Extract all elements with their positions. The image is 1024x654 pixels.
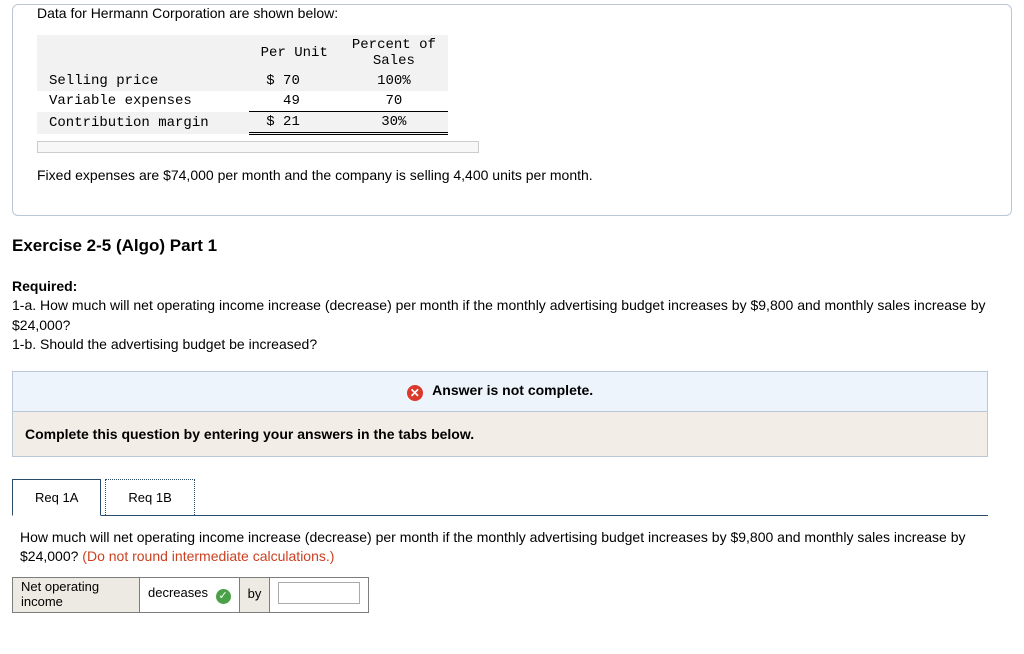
tab-req-1b[interactable]: Req 1B: [105, 479, 194, 515]
instruction-bar: Complete this question by entering your …: [12, 412, 988, 457]
required-text: 1-a. How much will net operating income …: [12, 296, 1012, 355]
answer-label: Net operating income: [13, 577, 140, 612]
answer-table: Net operating income decreases ✓ by: [12, 577, 369, 613]
error-icon: ✕: [407, 385, 423, 401]
answer-direction-cell: decreases ✓: [140, 577, 240, 612]
col-per-unit: Per Unit: [249, 35, 340, 71]
answer-by-label: by: [239, 577, 270, 612]
exercise-section: Exercise 2-5 (Algo) Part 1 Required: 1-a…: [0, 236, 1024, 613]
check-icon: ✓: [216, 589, 231, 604]
question-text: How much will net operating income incre…: [12, 516, 988, 577]
answer-status-text: Answer is not complete.: [432, 382, 593, 398]
table-row: Variable expenses 49 70: [37, 91, 448, 112]
table-row: Contribution margin $ 21 30%: [37, 112, 448, 134]
intro-text: Data for Hermann Corporation are shown b…: [37, 5, 987, 21]
fixed-expenses-text: Fixed expenses are $74,000 per month and…: [37, 167, 987, 183]
tab-req-1a[interactable]: Req 1A: [12, 479, 101, 516]
col-percent: Percent of Sales: [340, 35, 448, 71]
horizontal-scrollbar[interactable]: [37, 141, 479, 153]
required-heading: Required:: [12, 278, 1012, 294]
answer-status-bar: ✕ Answer is not complete.: [12, 371, 988, 412]
tab-bar: Req 1A Req 1B: [12, 479, 988, 516]
exercise-title: Exercise 2-5 (Algo) Part 1: [12, 236, 1012, 256]
answer-amount-input[interactable]: [278, 582, 360, 604]
answer-amount-cell: [270, 577, 369, 612]
table-row: Selling price $ 70 100%: [37, 71, 448, 91]
data-table: Per Unit Percent of Sales Selling price …: [37, 35, 448, 135]
problem-card: Data for Hermann Corporation are shown b…: [12, 4, 1012, 216]
